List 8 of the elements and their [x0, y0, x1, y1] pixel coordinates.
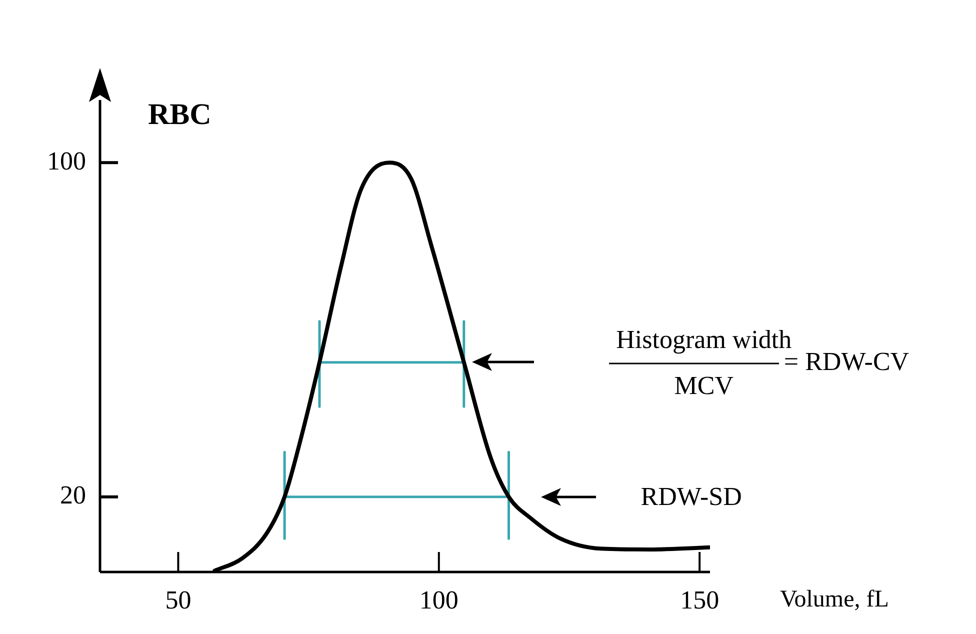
x-tick-label: 150 — [680, 585, 720, 614]
x-tick-label: 50 — [165, 585, 192, 614]
annotation: RDW-SD — [640, 482, 742, 512]
y-tick-label: 20 — [60, 480, 86, 510]
x-tick-label: 100 — [419, 585, 458, 614]
x-axis-title: Volume, fL — [780, 586, 889, 612]
annotation: MCV — [674, 371, 734, 400]
y-axis-title: RBC — [148, 98, 212, 131]
